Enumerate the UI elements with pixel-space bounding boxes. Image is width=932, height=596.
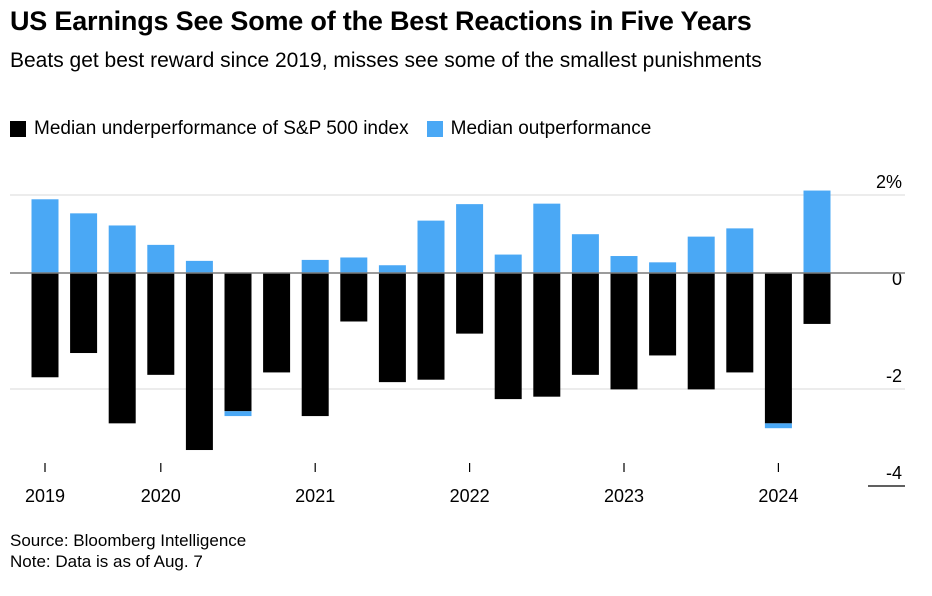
x-tick-label-3: 2022 (450, 486, 490, 506)
bar-underperformance-17 (687, 273, 715, 390)
bar-outperformance-8 (340, 257, 368, 273)
legend-item-outperformance: Median outperformance (426, 118, 652, 140)
bar-underperformance-4 (185, 273, 213, 451)
bar-underperformance-10 (417, 273, 445, 380)
bar-underperformance-19 (764, 273, 792, 424)
x-tick-label-4: 2023 (604, 486, 644, 506)
bar-outperformance-13 (533, 203, 561, 273)
bar-outperformance-14 (571, 234, 599, 273)
bar-outperformance-12 (494, 254, 522, 273)
y-tick-label-0: 2% (876, 172, 902, 192)
footer: Source: Bloomberg Intelligence Note: Dat… (10, 530, 246, 572)
bar-underperformance-13 (533, 273, 561, 397)
y-tick-label-1: 0 (892, 269, 902, 289)
bar-outperformance-9 (378, 265, 406, 273)
x-tick-label-5: 2024 (758, 486, 798, 506)
bar-underperformance-7 (301, 273, 329, 417)
bar-underperformance-3 (147, 273, 175, 375)
y-tick-label-3: -4 (886, 463, 902, 483)
bar-outperformance-20 (803, 190, 831, 273)
bar-outperformance-0 (31, 199, 59, 273)
bar-outperformance-15 (610, 256, 638, 273)
bar-underperformance-18 (726, 273, 754, 373)
y-tick-label-2: -2 (886, 366, 902, 386)
legend-swatch-outperformance (426, 121, 443, 137)
bar-underperformance-5 (224, 273, 252, 412)
bar-outperformance-2 (108, 225, 136, 273)
chart-subtitle: Beats get best reward since 2019, misses… (10, 49, 762, 72)
bar-outperformance-7 (301, 259, 329, 273)
bar-underperformance-8 (340, 273, 368, 322)
bar-underperformance-16 (649, 273, 677, 356)
bar-underperformance-20 (803, 273, 831, 324)
bar-underperformance-12 (494, 273, 522, 400)
bar-outperformance-19 (764, 423, 792, 429)
legend-item-underperformance: Median underperformance of S&P 500 index (10, 118, 409, 140)
x-tick-label-2: 2021 (295, 486, 335, 506)
bar-underperformance-15 (610, 273, 638, 390)
x-tick-label-0: 2019 (25, 486, 65, 506)
bar-underperformance-1 (70, 273, 98, 354)
bar-outperformance-16 (649, 262, 677, 273)
x-tick-label-1: 2020 (141, 486, 181, 506)
bar-underperformance-6 (263, 273, 291, 373)
source-note: Source: Bloomberg Intelligence (10, 531, 247, 550)
legend-label-underperformance: Median underperformance of S&P 500 index (34, 118, 409, 139)
bars (31, 190, 831, 451)
chart-title: US Earnings See Some of the Best Reactio… (10, 6, 752, 36)
bar-outperformance-3 (147, 244, 175, 273)
bar-underperformance-14 (571, 273, 599, 375)
data-note: Note: Data is as of Aug. 7 (10, 552, 203, 571)
bar-outperformance-1 (70, 213, 98, 273)
grid-lines (10, 194, 905, 487)
bar-outperformance-4 (185, 260, 213, 273)
bar-underperformance-0 (31, 273, 59, 378)
bar-underperformance-2 (108, 273, 136, 424)
legend-swatch-underperformance (10, 121, 26, 137)
bar-outperformance-11 (456, 204, 484, 273)
bar-outperformance-17 (687, 236, 715, 273)
bar-underperformance-9 (378, 273, 406, 383)
legend: Median underperformance of S&P 500 index… (10, 118, 669, 140)
axes: 2% 0 -2 -4 2019 2020 2021 2022 2023 2024 (10, 172, 905, 506)
bar-outperformance-5 (224, 411, 252, 417)
bar-outperformance-10 (417, 220, 445, 273)
bar-chart: 2% 0 -2 -4 2019 2020 2021 2022 2023 2024 (10, 172, 905, 506)
legend-label-outperformance: Median outperformance (450, 118, 652, 139)
bar-underperformance-11 (456, 273, 484, 334)
bar-outperformance-18 (726, 228, 754, 273)
